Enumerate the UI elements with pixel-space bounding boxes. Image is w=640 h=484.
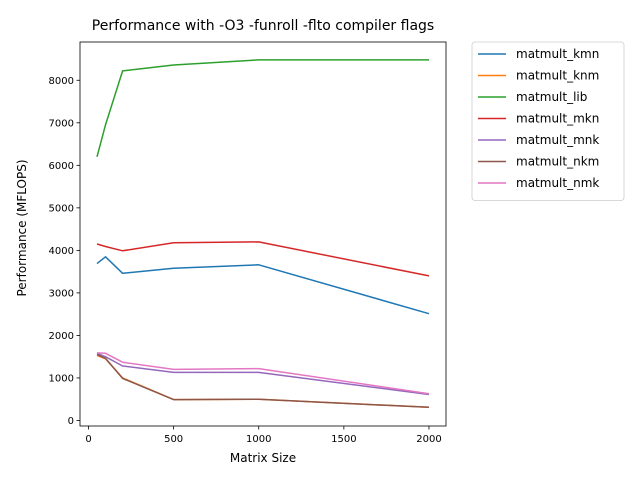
y-tick-label: 5000 xyxy=(49,203,74,214)
legend-label-matmult_nkm: matmult_nkm xyxy=(516,155,599,169)
legend-label-matmult_nmk: matmult_nmk xyxy=(516,176,599,190)
series-line-matmult_mkn xyxy=(96,241,430,277)
legend: matmult_kmn matmult_knm matmult_libmatmult… xyxy=(471,41,625,201)
legend-label-matmult_knm: matmult_knm xyxy=(516,69,599,83)
x-tick-label: 2000 xyxy=(416,434,441,445)
plot-area xyxy=(79,41,447,427)
series-line-matmult_mnk xyxy=(96,352,430,396)
y-tick-label: 0 xyxy=(68,416,74,427)
y-tick-label: 4000 xyxy=(49,246,74,257)
x-tick-label: 1500 xyxy=(331,434,356,445)
y-tick-label: 3000 xyxy=(49,288,74,299)
axes-frame xyxy=(79,41,447,427)
chart-title: Performance with -O3 -funroll -flto comp… xyxy=(92,18,434,34)
series-line-matmult_nkm xyxy=(96,353,430,409)
y-axis: 0 1000 2000 3000 4000 5000 6000 7000 8000 xyxy=(49,76,80,427)
x-tick-label: 1000 xyxy=(246,434,271,445)
x-axis-label: Matrix Size xyxy=(230,451,296,465)
x-axis: 0 500 1000 1500 2000 xyxy=(85,426,442,445)
y-tick-label: 8000 xyxy=(49,76,74,87)
y-tick-label: 6000 xyxy=(49,161,74,172)
legend-label-matmult_mnk: matmult_mnk xyxy=(516,133,599,147)
series-line-matmult_kmn xyxy=(96,256,430,315)
y-tick-label: 2000 xyxy=(49,331,74,342)
y-axis-label: Performance (MFLOPS) xyxy=(15,159,29,296)
y-tick-label: 7000 xyxy=(49,118,74,129)
legend-box xyxy=(471,41,625,201)
x-tick-label: 0 xyxy=(85,434,91,445)
legend-label-matmult_mkn: matmult_mkn xyxy=(516,112,599,126)
series-line-matmult_lib xyxy=(96,59,429,157)
y-tick-label: 1000 xyxy=(49,373,74,384)
x-tick-label: 500 xyxy=(164,434,183,445)
series-line-matmult_nmk xyxy=(96,352,430,395)
legend-label-matmult_kmn: matmult_kmn xyxy=(516,47,599,61)
legend-label-matmult_lib: matmult_lib xyxy=(516,90,587,104)
